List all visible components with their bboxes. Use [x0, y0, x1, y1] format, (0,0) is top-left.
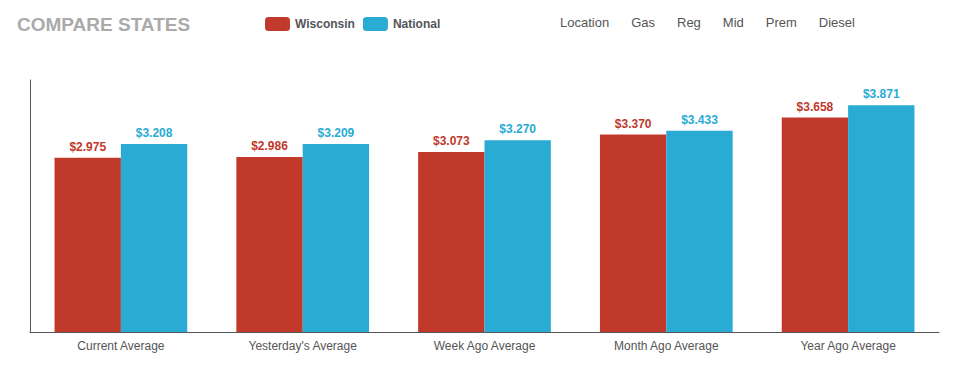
- svg-text:Week Ago Average: Week Ago Average: [434, 339, 536, 353]
- svg-text:Location: Location: [560, 15, 609, 30]
- svg-text:$3.871: $3.871: [863, 87, 900, 101]
- svg-text:Current Average: Current Average: [77, 339, 164, 353]
- svg-text:Yesterday's Average: Yesterday's Average: [249, 339, 358, 353]
- svg-text:$2.986: $2.986: [251, 139, 288, 153]
- svg-text:Month Ago Average: Month Ago Average: [614, 339, 719, 353]
- svg-text:Reg: Reg: [677, 15, 701, 30]
- svg-text:$3.270: $3.270: [499, 122, 536, 136]
- svg-text:Prem: Prem: [766, 15, 797, 30]
- svg-text:National: National: [393, 17, 440, 31]
- svg-text:$3.658: $3.658: [797, 100, 834, 114]
- svg-text:$3.370: $3.370: [615, 117, 652, 131]
- svg-text:$3.208: $3.208: [136, 126, 173, 140]
- svg-text:$2.975: $2.975: [69, 140, 106, 154]
- svg-text:$3.433: $3.433: [681, 113, 718, 127]
- svg-text:COMPARE STATES: COMPARE STATES: [17, 14, 190, 35]
- svg-text:Diesel: Diesel: [819, 15, 855, 30]
- svg-text:$3.209: $3.209: [318, 126, 355, 140]
- svg-text:$3.073: $3.073: [433, 134, 470, 148]
- svg-text:Year Ago Average: Year Ago Average: [800, 339, 896, 353]
- svg-text:Mid: Mid: [723, 15, 744, 30]
- svg-text:Wisconsin: Wisconsin: [295, 17, 355, 31]
- svg-text:Gas: Gas: [631, 15, 655, 30]
